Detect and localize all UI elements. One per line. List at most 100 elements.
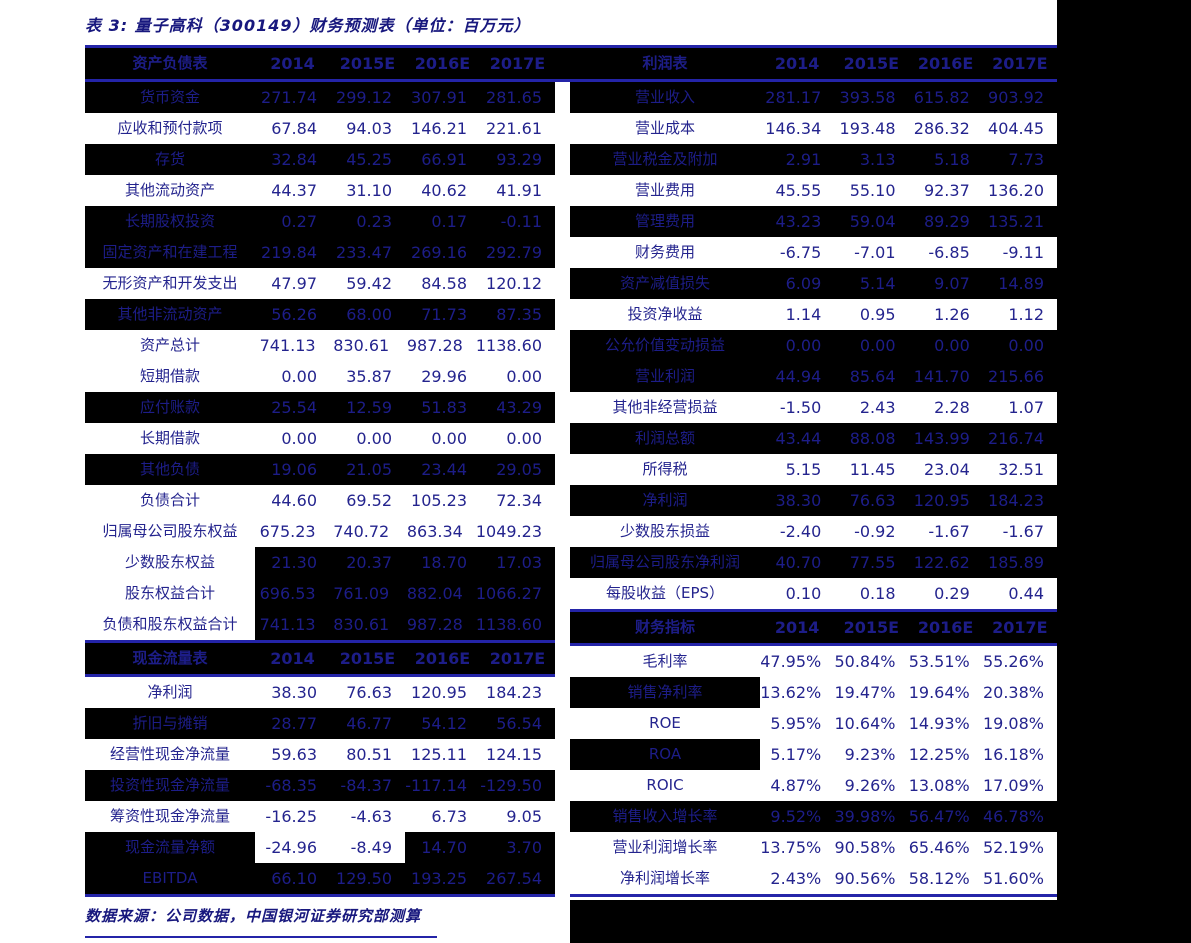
table-row: 其他非流动资产 56.26 68.00 71.73 87.35 (85, 299, 555, 330)
row-value: 19.06 (255, 454, 330, 485)
row-label: 其他负债 (85, 454, 255, 485)
row-value: 0.27 (255, 206, 330, 237)
row-value: 46.77 (330, 708, 405, 739)
year-column-header: 2015E (834, 48, 909, 79)
row-value: -1.50 (779, 398, 822, 417)
row-value: 0.00 (760, 330, 835, 361)
row-label: 毛利率 (642, 652, 688, 670)
row-value: 6.09 (760, 268, 835, 299)
row-value: 193.48 (839, 119, 896, 138)
row-value: 615.82 (908, 82, 983, 113)
row-value: 14.70 (405, 832, 480, 863)
row-label: 折旧与摊销 (85, 708, 255, 739)
row-label: 无形资产和开发支出 (102, 274, 238, 292)
table-row: ROIC 4.87% 9.26% 13.08% 17.09% (570, 770, 1057, 801)
row-value: 88.08 (834, 423, 909, 454)
table-row: 投资性现金净流量 -68.35 -84.37 -117.14 -129.50 (85, 770, 555, 801)
row-value: 59.04 (834, 206, 909, 237)
row-value: 5.95% (770, 714, 822, 733)
section-header-row: 财务指标 2014 2015E 2016E 2017E (570, 612, 1057, 643)
row-value: 40.62 (421, 181, 467, 200)
table-row: 股东权益合计 696.53 761.09 882.04 1066.27 (85, 578, 555, 609)
divider-line (570, 894, 1057, 897)
row-value: 23.44 (405, 454, 480, 485)
row-value: 53.51% (908, 652, 970, 671)
row-value: 65.46% (908, 838, 970, 857)
table-row: 其他负债 19.06 21.05 23.44 29.05 (85, 454, 555, 485)
row-label: 固定资产和在建工程 (85, 237, 255, 268)
row-label: 其他非经营损益 (612, 398, 718, 416)
row-label: 股东权益合计 (124, 584, 215, 602)
row-value: 43.29 (480, 392, 555, 423)
row-value: 77.55 (834, 547, 909, 578)
row-label: 应付账款 (85, 392, 255, 423)
table-row: 公允价值变动损益 0.00 0.00 0.00 0.00 (570, 330, 1057, 361)
table-row: 负债合计 44.60 69.52 105.23 72.34 (85, 485, 555, 516)
row-value: 9.23% (844, 745, 896, 764)
table-row: 存货 32.84 45.25 66.91 93.29 (85, 144, 555, 175)
table-row: 应付账款 25.54 12.59 51.83 43.29 (85, 392, 555, 423)
row-value: -6.75 (779, 243, 822, 262)
row-label: 公允价值变动损益 (570, 330, 760, 361)
row-value: 105.23 (411, 491, 467, 510)
row-label: 其他流动资产 (124, 181, 215, 199)
row-value: 80.51 (346, 745, 392, 764)
row-label: 营业成本 (634, 119, 695, 137)
row-value: 84.58 (421, 274, 467, 293)
row-value: 9.26% (844, 776, 896, 795)
row-value: -16.25 (265, 807, 317, 826)
row-value: 0.00 (356, 429, 392, 448)
divider-line (570, 45, 1057, 48)
row-value: 59.63 (271, 745, 317, 764)
row-value: 47.97 (271, 274, 317, 293)
row-value: 18.70 (405, 547, 480, 578)
row-value: 58.12% (908, 869, 970, 888)
table-row: 每股收益（EPS） 0.10 0.18 0.29 0.44 (570, 578, 1057, 609)
row-label: 少数股东损益 (619, 522, 710, 540)
balance-sheet-cashflow-table: 资产负债表 2014 2015E 2016E 2017E 货币资金 271.74 299.12… (85, 45, 555, 897)
row-value: 1049.23 (475, 522, 542, 541)
row-value: -7.01 (854, 243, 896, 262)
row-value: 17.09% (982, 776, 1044, 795)
row-value: 35.87 (346, 367, 392, 386)
row-label: 筹资性现金净流量 (109, 807, 230, 825)
row-value: 0.00 (281, 367, 317, 386)
row-value: 987.28 (406, 336, 463, 355)
row-label: 存货 (85, 144, 255, 175)
row-value: 32.51 (998, 460, 1044, 479)
row-value: 56.47% (908, 801, 983, 832)
row-value: 0.00 (834, 330, 909, 361)
table-row: 经营性现金净流量 59.63 80.51 125.11 124.15 (85, 739, 555, 770)
row-value: 90.58% (834, 838, 896, 857)
row-value: 1138.60 (475, 336, 542, 355)
row-value: 271.74 (255, 82, 330, 113)
row-value: 59.42 (346, 274, 392, 293)
row-value: 44.94 (760, 361, 835, 392)
row-label: 营业利润增长率 (612, 838, 718, 856)
row-value: 0.29 (934, 584, 970, 603)
row-label: 负债和股东权益合计 (102, 615, 238, 633)
row-value: 68.00 (330, 299, 405, 330)
table-row: 无形资产和开发支出 47.97 59.42 84.58 120.12 (85, 268, 555, 299)
row-label: 财务费用 (634, 243, 695, 261)
year-column-header: 2017E (480, 643, 555, 674)
row-label: 经营性现金净流量 (109, 745, 230, 763)
section-header-row: 利润表 2014 2015E 2016E 2017E (570, 48, 1057, 79)
divider-line (85, 894, 555, 897)
divider-line (570, 79, 1057, 82)
row-value: 267.54 (480, 863, 555, 894)
row-value: 45.25 (330, 144, 405, 175)
row-label: 管理费用 (570, 206, 760, 237)
year-column-header: 2016E (908, 612, 983, 643)
table-row: 销售收入增长率 9.52% 39.98% 56.47% 46.78% (570, 801, 1057, 832)
row-value: 1.14 (785, 305, 822, 324)
table-row: 投资净收益 1.14 0.95 1.26 1.12 (570, 299, 1057, 330)
row-value: 4.87% (770, 776, 822, 795)
header-band-gap (555, 45, 570, 82)
section-header-row: 资产负债表 2014 2015E 2016E 2017E (85, 48, 555, 79)
bottom-margin-black-band (570, 900, 1191, 943)
row-value: -1.67 (1002, 522, 1044, 541)
row-value: 29.96 (421, 367, 467, 386)
row-value: 0.00 (281, 429, 317, 448)
row-value: 216.74 (982, 423, 1057, 454)
